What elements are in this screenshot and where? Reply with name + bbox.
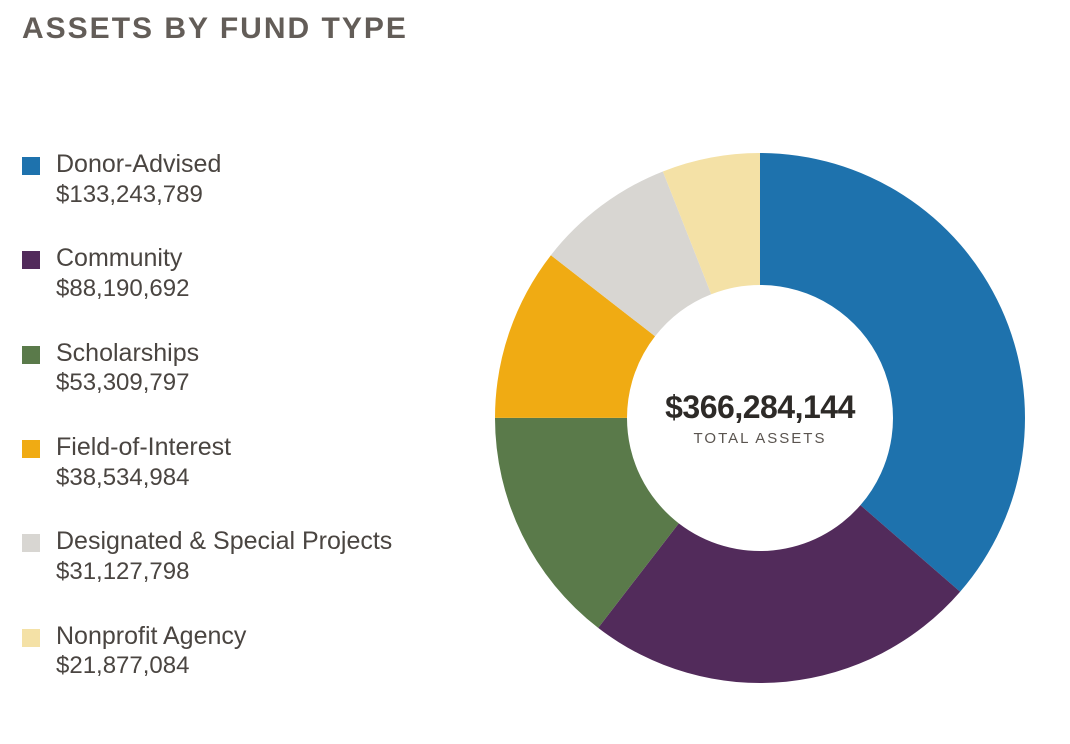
legend-text: Nonprofit Agency$21,877,084 bbox=[56, 622, 246, 680]
legend-text: Designated & Special Projects$31,127,798 bbox=[56, 527, 392, 585]
chart-title: ASSETS BY FUND TYPE bbox=[22, 12, 408, 46]
legend-swatch bbox=[22, 157, 40, 175]
legend-item: Scholarships$53,309,797 bbox=[22, 339, 452, 397]
chart-center-label: $366,284,144 TOTAL ASSETS bbox=[630, 389, 890, 447]
legend-label: Field-of-Interest bbox=[56, 433, 231, 462]
legend-text: Scholarships$53,309,797 bbox=[56, 339, 199, 397]
donut-chart: $366,284,144 TOTAL ASSETS bbox=[480, 138, 1040, 698]
legend-value: $31,127,798 bbox=[56, 558, 392, 586]
total-assets-value: $366,284,144 bbox=[630, 389, 890, 426]
donut-slice bbox=[760, 153, 1025, 592]
legend-text: Community$88,190,692 bbox=[56, 244, 189, 302]
legend: Donor-Advised$133,243,789 Community$88,19… bbox=[22, 150, 452, 716]
legend-swatch bbox=[22, 346, 40, 364]
legend-item: Field-of-Interest$38,534,984 bbox=[22, 433, 452, 491]
legend-swatch bbox=[22, 629, 40, 647]
legend-value: $133,243,789 bbox=[56, 181, 221, 209]
legend-swatch bbox=[22, 440, 40, 458]
legend-swatch bbox=[22, 251, 40, 269]
legend-value: $38,534,984 bbox=[56, 464, 231, 492]
legend-item: Designated & Special Projects$31,127,798 bbox=[22, 527, 452, 585]
legend-item: Donor-Advised$133,243,789 bbox=[22, 150, 452, 208]
legend-text: Field-of-Interest$38,534,984 bbox=[56, 433, 231, 491]
legend-value: $53,309,797 bbox=[56, 369, 199, 397]
legend-item: Nonprofit Agency$21,877,084 bbox=[22, 622, 452, 680]
legend-label: Nonprofit Agency bbox=[56, 622, 246, 651]
legend-item: Community$88,190,692 bbox=[22, 244, 452, 302]
legend-value: $88,190,692 bbox=[56, 275, 189, 303]
legend-label: Designated & Special Projects bbox=[56, 527, 392, 556]
legend-value: $21,877,084 bbox=[56, 652, 246, 680]
legend-swatch bbox=[22, 534, 40, 552]
legend-label: Donor-Advised bbox=[56, 150, 221, 179]
legend-text: Donor-Advised$133,243,789 bbox=[56, 150, 221, 208]
total-assets-caption: TOTAL ASSETS bbox=[630, 430, 890, 447]
legend-label: Scholarships bbox=[56, 339, 199, 368]
legend-label: Community bbox=[56, 244, 189, 273]
